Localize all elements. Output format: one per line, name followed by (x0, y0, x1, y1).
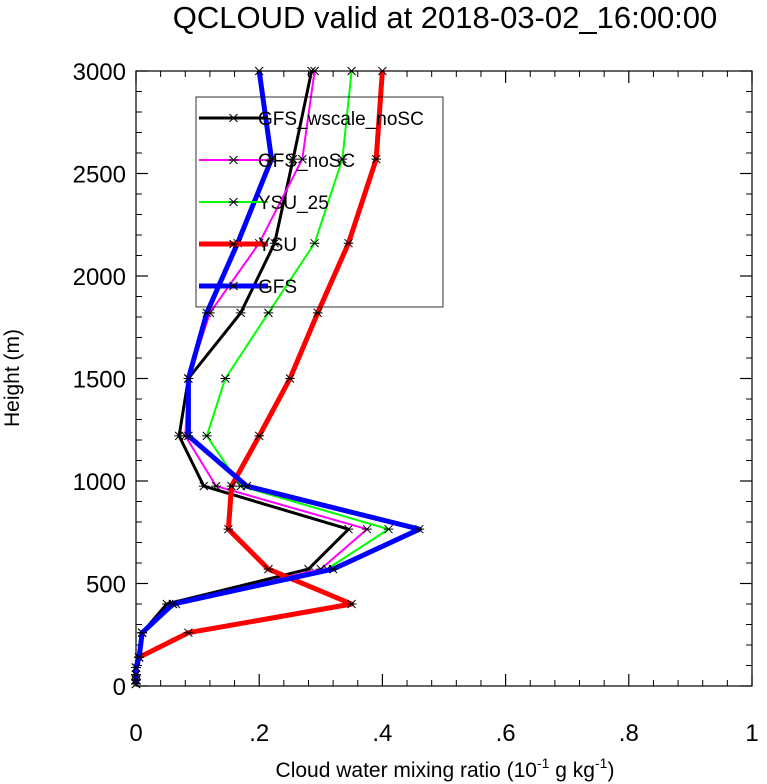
data-point-gfs (131, 663, 141, 672)
x-tick-label: .6 (496, 720, 516, 747)
data-point-ysu-25 (309, 238, 320, 248)
x-tick-label: .2 (249, 720, 269, 747)
data-point-gfs-nosc (211, 481, 221, 491)
legend-item-gfs-nosc: GFS_noSC (199, 151, 355, 172)
legend-marker (228, 281, 239, 291)
y-tick-label: 3000 (73, 59, 126, 86)
data-point-gfs-wscale-nosc (235, 308, 246, 318)
x-axis-label-sup2: -1 (595, 755, 608, 771)
legend-item-gfs: GFS (199, 277, 297, 298)
data-point-ysu (254, 431, 264, 441)
data-point-ysu-25 (263, 308, 274, 318)
x-tick-label: .4 (372, 720, 392, 747)
data-point-gfs (183, 374, 194, 383)
data-point-gfs (202, 308, 212, 318)
legend-item-ysu-25: YSU_25 (199, 193, 329, 214)
data-point-gfs (183, 431, 194, 441)
x-tick-label: 0 (129, 720, 142, 747)
legend-label: YSU (258, 235, 297, 256)
x-tick-label: .8 (619, 720, 639, 747)
data-point-gfs-nosc (297, 154, 308, 164)
series-line-gfs (133, 70, 422, 684)
data-point-gfs-nosc (309, 66, 320, 76)
data-point-gfs (254, 66, 264, 76)
legend-marker (228, 197, 239, 207)
data-point-gfs-wscale-nosc (198, 481, 209, 491)
legend-marker (228, 155, 239, 165)
data-point-ysu (371, 154, 382, 164)
axis-ticks: 0 .2 .4 .6 .8 1 0 500 1000 1500 2000 2500 3000 (73, 59, 759, 747)
data-point-ysu (343, 238, 354, 248)
y-tick-label: 1000 (73, 469, 126, 496)
data-point-ysu (285, 374, 295, 383)
data-point-gfs (414, 524, 425, 534)
data-point-ysu (223, 524, 234, 534)
data-point-ysu (346, 599, 357, 609)
data-point-gfs (131, 679, 141, 689)
x-axis-label-mid: g kg (549, 759, 595, 782)
x-axis-label: Cloud water mixing ratio (10-1 g kg-1) (276, 755, 615, 782)
data-point-ysu (377, 66, 388, 76)
x-axis-label-sup1: -1 (537, 755, 550, 771)
legend-item-gfs-wscale-nosc: GFS_wscale_noSC (199, 109, 424, 130)
data-point-gfs (168, 599, 178, 609)
legend: GFS_wscale_noSC GFS_noSC YSU_25 YSU GFS (199, 109, 424, 298)
y-tick-label: 2500 (73, 162, 126, 189)
data-point-gfs-wscale-nosc (343, 524, 354, 534)
data-point-gfs (137, 628, 147, 638)
data-point-gfs (328, 564, 338, 574)
data-point-gfs-wscale-nosc (288, 154, 298, 164)
data-point-ysu (312, 308, 323, 318)
data-point-ysu (183, 628, 194, 638)
data-point-ysu-25 (383, 524, 394, 534)
data-point-ysu-25 (202, 431, 212, 441)
legend-marker (228, 113, 239, 123)
legend-label: GFS (258, 277, 297, 298)
x-axis-label-end: ) (607, 759, 614, 782)
y-tick-label: 2000 (73, 264, 126, 291)
legend-label: GFS_noSC (258, 151, 355, 172)
series-lines (131, 66, 425, 689)
data-point-gfs-wscale-nosc (269, 238, 280, 248)
data-point-ysu (226, 481, 237, 491)
data-point-gfs-nosc (362, 524, 372, 534)
y-tick-label: 500 (86, 572, 126, 599)
x-axis-label-main: Cloud water mixing ratio (10 (276, 759, 537, 782)
chart-title: QCLOUD valid at 2018-03-02_16:00:00 (173, 0, 718, 35)
data-point-ysu-25 (346, 66, 357, 76)
data-point-ysu-25 (220, 374, 231, 383)
y-tick-label: 1500 (73, 367, 126, 394)
data-point-gfs (266, 154, 277, 164)
data-point-ysu (263, 564, 274, 574)
x-tick-label: 1 (745, 720, 758, 747)
legend-item-ysu: YSU (199, 235, 297, 256)
legend-label: YSU_25 (258, 193, 329, 214)
y-tick-label: 0 (113, 674, 126, 701)
legend-label: GFS_wscale_noSC (258, 109, 424, 130)
y-axis-label: Height (m) (1, 329, 24, 427)
legend-box (195, 96, 444, 308)
data-point-gfs (134, 652, 144, 662)
data-point-gfs (131, 670, 141, 680)
data-point-gfs (242, 481, 252, 491)
legend-marker (228, 239, 239, 249)
data-point-ysu-25 (337, 154, 348, 164)
